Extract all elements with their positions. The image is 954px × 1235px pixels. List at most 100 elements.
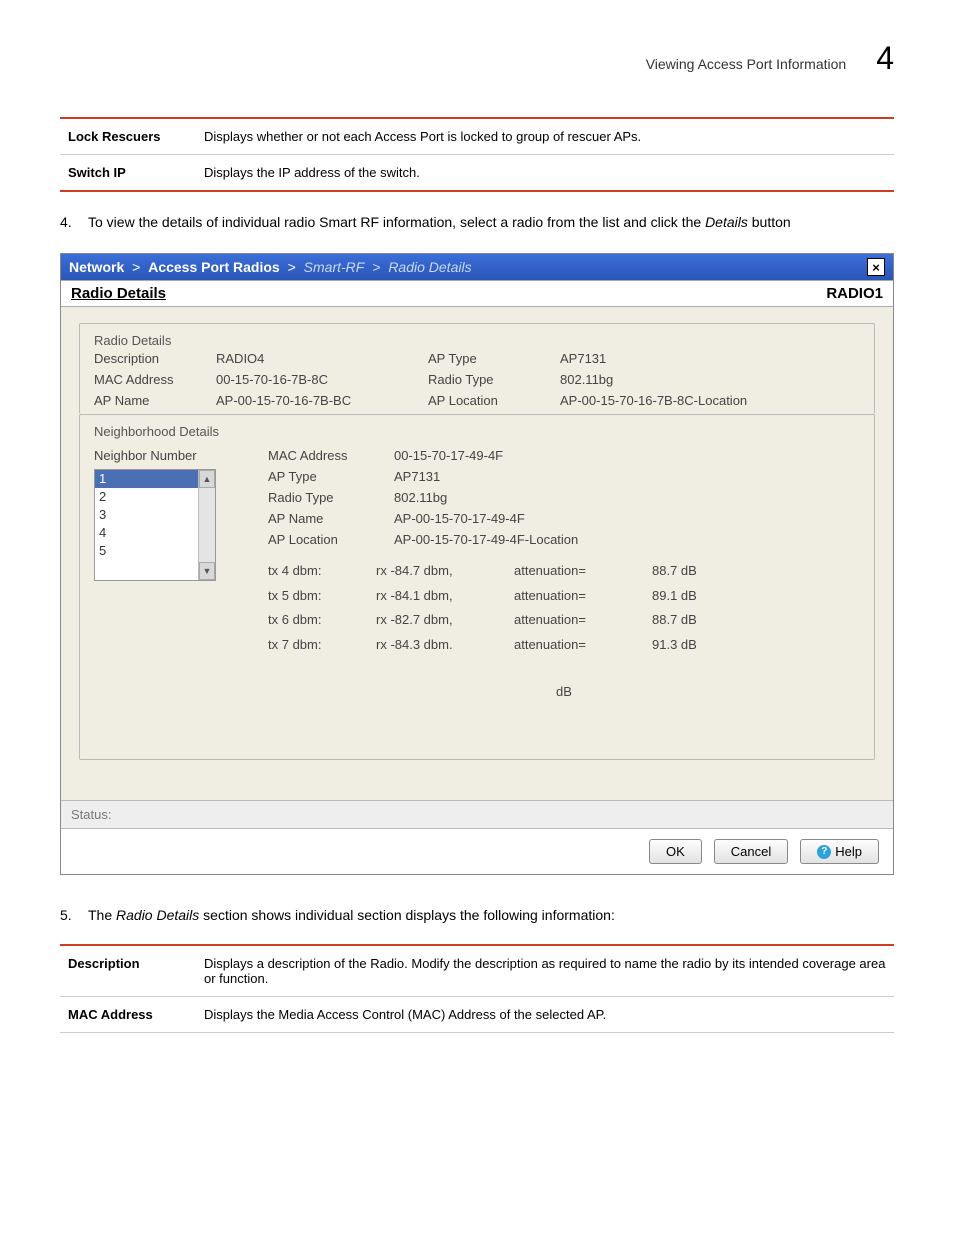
- tx-row: tx 4 dbm: rx -84.7 dbm, attenuation= 88.…: [268, 559, 860, 584]
- n-value-mac: 00-15-70-17-49-4F: [394, 448, 860, 463]
- step-5-text: The Radio Details section shows individu…: [88, 905, 615, 926]
- label-mac: MAC Address: [94, 372, 204, 387]
- lock-switch-table: Lock Rescuers Displays whether or not ea…: [60, 117, 894, 192]
- term-mac-address: MAC Address: [60, 997, 196, 1033]
- tx-row: tx 5 dbm: rx -84.1 dbm, attenuation= 89.…: [268, 584, 860, 609]
- crumb-sep: >: [284, 259, 300, 275]
- label-radio-type: Radio Type: [428, 372, 548, 387]
- step-5-text-b: Radio Details: [116, 907, 199, 923]
- crumb-network[interactable]: Network: [69, 259, 124, 275]
- list-item[interactable]: 2: [95, 488, 198, 506]
- desc-description: Displays a description of the Radio. Mod…: [196, 945, 894, 997]
- cancel-button[interactable]: Cancel: [714, 839, 788, 864]
- breadcrumb: Network > Access Port Radios > Smart-RF …: [69, 259, 472, 275]
- rx-cell: rx -84.3 dbm.: [376, 633, 506, 658]
- value-ap-location: AP-00-15-70-16-7B-8C-Location: [560, 393, 860, 408]
- step-4-text-c: button: [748, 214, 791, 230]
- n-value-ap-type: AP7131: [394, 469, 860, 484]
- label-ap-location: AP Location: [428, 393, 548, 408]
- help-button[interactable]: ? Help: [800, 839, 879, 864]
- step-5-text-c: section shows individual section display…: [199, 907, 615, 923]
- close-icon[interactable]: ×: [867, 258, 885, 276]
- subhead-right: RADIO1: [826, 285, 883, 302]
- crumb-sep: >: [368, 259, 384, 275]
- n-label-ap-name: AP Name: [268, 511, 378, 526]
- desc-lock-rescuers: Displays whether or not each Access Port…: [196, 118, 894, 155]
- n-label-ap-location: AP Location: [268, 532, 378, 547]
- db-cell: 89.1 dB: [652, 584, 722, 609]
- radio-details-legend: Radio Details: [90, 333, 175, 348]
- neighborhood-legend: Neighborhood Details: [90, 424, 223, 439]
- subhead-left: Radio Details: [71, 285, 166, 302]
- n-value-radio-type: 802.11bg: [394, 490, 860, 505]
- radio-details-fieldset: Radio Details Description RADIO4 AP Type…: [79, 323, 875, 414]
- term-description: Description: [60, 945, 196, 997]
- step-4-number: 4.: [60, 212, 88, 233]
- list-item[interactable]: 5: [95, 542, 198, 560]
- step-5-text-a: The: [88, 907, 116, 923]
- db-cell: 91.3 dB: [652, 633, 722, 658]
- term-lock-rescuers: Lock Rescuers: [60, 118, 196, 155]
- n-label-mac: MAC Address: [268, 448, 378, 463]
- label-ap-type: AP Type: [428, 351, 548, 366]
- db-cell: 88.7 dB: [652, 608, 722, 633]
- tx-cell: tx 5 dbm:: [268, 584, 368, 609]
- listbox-scrollbar[interactable]: ▲ ▼: [198, 470, 215, 580]
- tx-cell: tx 4 dbm:: [268, 559, 368, 584]
- table-row: Lock Rescuers Displays whether or not ea…: [60, 118, 894, 155]
- page-title: Viewing Access Port Information: [646, 56, 847, 72]
- n-value-ap-location: AP-00-15-70-17-49-4F-Location: [394, 532, 860, 547]
- value-ap-type: AP7131: [560, 351, 860, 366]
- help-button-label: Help: [835, 844, 862, 859]
- list-item[interactable]: 3: [95, 506, 198, 524]
- rx-cell: rx -82.7 dbm,: [376, 608, 506, 633]
- crumb-radio-details: Radio Details: [388, 259, 471, 275]
- n-value-ap-name: AP-00-15-70-17-49-4F: [394, 511, 860, 526]
- value-radio-type: 802.11bg: [560, 372, 860, 387]
- radio-details-desc-table: Description Displays a description of th…: [60, 944, 894, 1033]
- list-item[interactable]: 1: [95, 470, 198, 488]
- dialog-button-row: OK Cancel ? Help: [61, 828, 893, 874]
- scroll-up-icon[interactable]: ▲: [199, 470, 215, 488]
- table-row: MAC Address Displays the Media Access Co…: [60, 997, 894, 1033]
- ok-button[interactable]: OK: [649, 839, 702, 864]
- label-description: Description: [94, 351, 204, 366]
- dialog-body: Radio Details Description RADIO4 AP Type…: [61, 307, 893, 800]
- desc-switch-ip: Displays the IP address of the switch.: [196, 155, 894, 192]
- tx-cell: tx 7 dbm:: [268, 633, 368, 658]
- tx-cell: tx 6 dbm:: [268, 608, 368, 633]
- neighbor-listbox[interactable]: 1 2 3 4 5 ▲ ▼: [94, 469, 216, 581]
- step-4: 4. To view the details of individual rad…: [60, 212, 894, 233]
- radio-details-dialog: Network > Access Port Radios > Smart-RF …: [60, 253, 894, 875]
- step-4-text-b: Details: [705, 214, 748, 230]
- db-cell: 88.7 dB: [652, 559, 722, 584]
- desc-mac-address: Displays the Media Access Control (MAC) …: [196, 997, 894, 1033]
- n-label-radio-type: Radio Type: [268, 490, 378, 505]
- step-4-text-a: To view the details of individual radio …: [88, 214, 705, 230]
- tx-row: tx 7 dbm: rx -84.3 dbm. attenuation= 91.…: [268, 633, 860, 658]
- dialog-titlebar: Network > Access Port Radios > Smart-RF …: [61, 254, 893, 280]
- att-cell: attenuation=: [514, 584, 644, 609]
- crumb-smart-rf[interactable]: Smart-RF: [304, 259, 365, 275]
- value-description: RADIO4: [216, 351, 416, 366]
- list-item[interactable]: 4: [95, 524, 198, 542]
- step-4-text: To view the details of individual radio …: [88, 212, 791, 233]
- term-switch-ip: Switch IP: [60, 155, 196, 192]
- crumb-sep: >: [128, 259, 144, 275]
- dialog-subheader: Radio Details RADIO1: [61, 280, 893, 307]
- n-label-ap-type: AP Type: [268, 469, 378, 484]
- scroll-down-icon[interactable]: ▼: [199, 562, 215, 580]
- rx-cell: rx -84.1 dbm,: [376, 584, 506, 609]
- tx-rx-table: tx 4 dbm: rx -84.7 dbm, attenuation= 88.…: [268, 559, 860, 658]
- status-bar: Status:: [61, 800, 893, 828]
- tx-row: tx 6 dbm: rx -82.7 dbm, attenuation= 88.…: [268, 608, 860, 633]
- page-number: 4: [876, 40, 894, 77]
- table-row: Description Displays a description of th…: [60, 945, 894, 997]
- help-icon: ?: [817, 845, 831, 859]
- neighbor-number-label: Neighbor Number: [94, 448, 244, 463]
- page-header: Viewing Access Port Information 4: [60, 40, 894, 77]
- att-cell: attenuation=: [514, 559, 644, 584]
- crumb-access-port-radios[interactable]: Access Port Radios: [148, 259, 280, 275]
- step-5: 5. The Radio Details section shows indiv…: [60, 905, 894, 926]
- rx-cell: rx -84.7 dbm,: [376, 559, 506, 584]
